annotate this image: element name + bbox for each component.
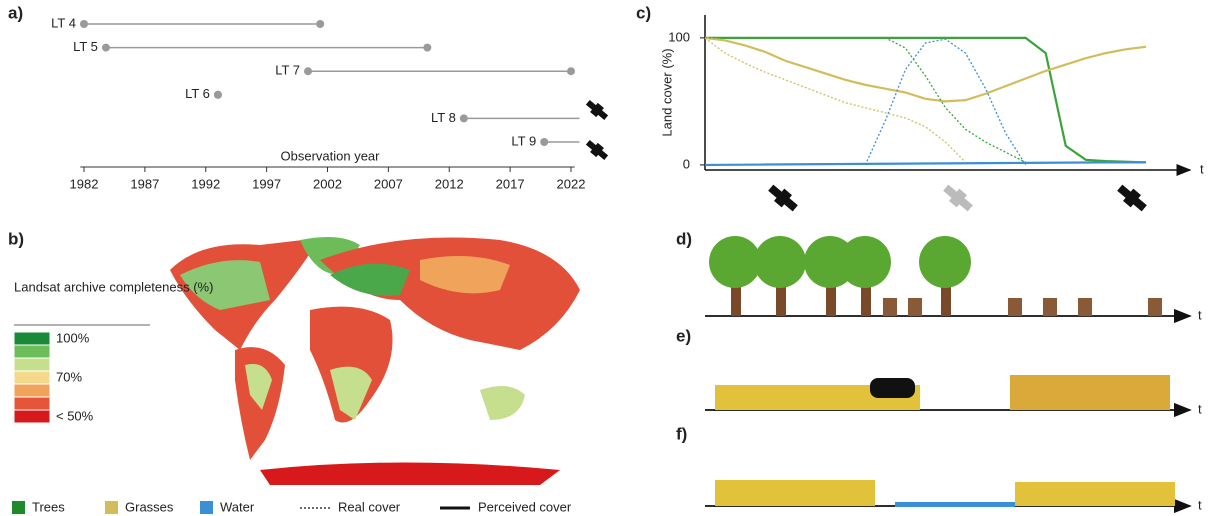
stump <box>883 298 897 316</box>
stump <box>1078 298 1092 316</box>
stump <box>1043 298 1057 316</box>
legend-swatch <box>14 358 50 371</box>
x-tick-label: 2002 <box>313 176 342 191</box>
panel-label: e) <box>676 326 691 345</box>
stump <box>908 298 922 316</box>
legend-label: < 50% <box>56 408 94 423</box>
time-label: t <box>1198 497 1202 512</box>
time-label: t <box>1198 401 1202 416</box>
figure: a) b) c) d) e) f) 1982 1987 1992 1997 2002 20… <box>0 0 1208 516</box>
x-tick-label: 1987 <box>130 176 159 191</box>
legend-label: Trees <box>32 499 65 514</box>
range-end <box>567 67 575 75</box>
range-end <box>423 44 431 52</box>
series-line <box>705 38 1026 163</box>
range-start <box>80 20 88 28</box>
canopy <box>709 236 761 288</box>
legend-swatch <box>12 501 25 514</box>
stump <box>1148 298 1162 316</box>
panel-label: f) <box>676 424 687 443</box>
canopy <box>839 236 891 288</box>
legend-swatch <box>14 397 50 410</box>
legend-swatch <box>14 332 50 345</box>
series-label: LT 4 <box>51 15 76 30</box>
y-tick-label: 0 <box>683 156 690 171</box>
series-line <box>705 38 966 163</box>
y-axis-label: Land cover (%) <box>659 48 674 136</box>
canopy <box>754 236 806 288</box>
water <box>895 502 1015 507</box>
x-axis-label: Observation year <box>281 148 381 163</box>
legend-label: 70% <box>56 369 82 384</box>
cow <box>870 378 915 398</box>
x-tick-label: 1997 <box>252 176 281 191</box>
canopy <box>919 236 971 288</box>
panel-label: b) <box>8 229 24 248</box>
grass <box>1010 375 1170 410</box>
panel-label: c) <box>636 3 651 22</box>
stump <box>1008 298 1022 316</box>
panel-label: a) <box>8 3 23 22</box>
legend-swatch <box>200 501 213 514</box>
legend-label: 100% <box>56 330 90 345</box>
range-start <box>540 138 548 146</box>
series-label: LT 5 <box>73 39 98 54</box>
grass <box>1015 482 1175 506</box>
range-start <box>102 44 110 52</box>
x-axis-label: t <box>1200 161 1204 176</box>
legend-swatch <box>105 501 118 514</box>
world-map <box>170 237 580 485</box>
legend-swatch <box>14 410 50 423</box>
series-label: LT 8 <box>431 110 456 125</box>
legend-label: Real cover <box>338 499 401 514</box>
series-line <box>705 38 1146 102</box>
x-tick-label: 2007 <box>374 176 403 191</box>
time-label: t <box>1198 307 1202 322</box>
range-end <box>316 20 324 28</box>
legend-label: Water <box>220 499 255 514</box>
x-tick-label: 2022 <box>557 176 586 191</box>
x-tick-label: 2012 <box>435 176 464 191</box>
grass <box>715 480 875 506</box>
x-tick-label: 1992 <box>191 176 220 191</box>
range-start <box>460 114 468 122</box>
legend-swatch <box>14 371 50 384</box>
series-line <box>705 38 1146 163</box>
series-label: LT 6 <box>185 86 210 101</box>
panel-label: d) <box>676 229 692 248</box>
range-end <box>214 91 222 99</box>
legend-swatch <box>14 384 50 397</box>
legend-label: Perceived cover <box>478 499 572 514</box>
series-line <box>705 162 1146 165</box>
legend-label: Grasses <box>125 499 174 514</box>
x-tick-label: 2017 <box>496 176 525 191</box>
x-tick-label: 1982 <box>70 176 99 191</box>
series-label: LT 9 <box>511 133 536 148</box>
series-label: LT 7 <box>275 63 300 78</box>
y-tick-label: 100 <box>668 29 690 44</box>
legend-title: Landsat archive completeness (%) <box>14 279 213 294</box>
legend-swatch <box>14 345 50 358</box>
range-start <box>304 67 312 75</box>
